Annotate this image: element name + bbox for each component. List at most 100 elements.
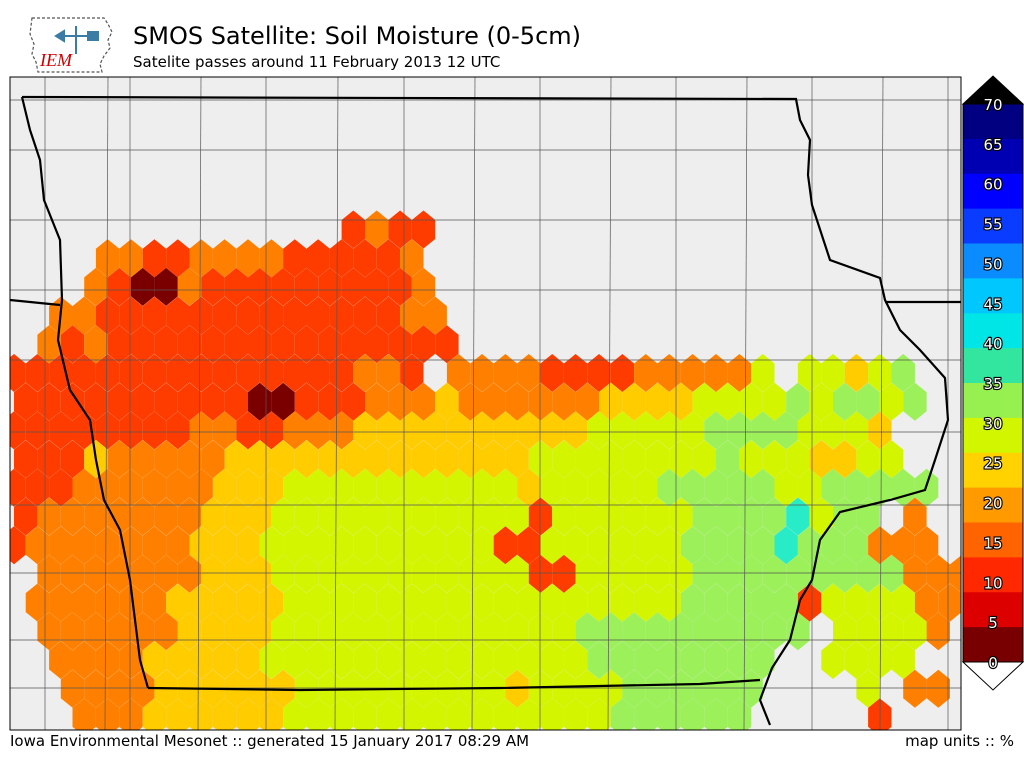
colorbar-tick-label: 55 [983,216,1002,234]
moisture-hex-cell [552,669,576,708]
moisture-hex-cell [294,325,319,364]
moisture-hex-cell [517,698,541,730]
moisture-hex-cell [470,698,494,730]
moisture-hex-cell [119,583,143,622]
moisture-hex-cell [95,296,120,335]
colorbar-tick-label: 10 [983,574,1002,592]
moisture-hex-cell [236,354,260,392]
state-boundary [20,96,150,689]
moisture-hex-cell [376,239,401,278]
moisture-hex-cell [177,497,202,536]
moisture-hex-cell [154,267,178,306]
moisture-hex-cell [704,468,728,507]
moisture-hex-cell [259,526,284,565]
moisture-hex-cell [704,411,728,450]
moisture-hex-cell [353,583,377,622]
moisture-hex-cell [95,239,120,278]
moisture-hex-cell [95,526,120,565]
moisture-hex-cell [482,382,506,421]
moisture-hex-cell [423,641,447,679]
colorbar-tick-label: 40 [983,335,1002,353]
moisture-hex-cell [446,698,471,730]
moisture-hex-cell [482,497,506,536]
moisture-hex-cell [388,612,412,651]
moisture-hex-cell [587,468,611,507]
moisture-hex-cell [891,526,915,565]
moisture-hex-cell [248,497,272,536]
moisture-hex-cell [914,526,939,565]
moisture-hex-cell [306,641,330,679]
moisture-hex-cell [224,382,248,421]
state-boundary [21,95,950,726]
moisture-hex-cell [353,468,377,507]
moisture-hex-cell [786,440,810,479]
moisture-hex-cell [283,468,307,507]
colorbar-bin [963,278,1023,314]
moisture-hex-cell [844,468,869,507]
moisture-hex-cell [634,411,658,450]
moisture-hex-cell [657,468,681,507]
moisture-hex-cell [107,440,131,479]
moisture-hex-cell [271,497,295,536]
moisture-hex-cell [283,354,307,392]
moisture-hex-cell [294,554,319,593]
moisture-hex-cell [458,497,482,536]
moisture-hex-cell [786,382,810,421]
moisture-hex-cell [774,468,798,507]
moisture-hex-cell [236,526,260,565]
moisture-hex-cell [353,296,377,335]
moisture-hex-cell [563,468,588,507]
moisture-hex-cell [283,296,307,335]
moisture-hex-cell [844,526,869,565]
moisture-hex-cell [72,468,96,507]
moisture-hex-cell [119,411,143,450]
moisture-hex-cell [914,583,939,622]
moisture-hex-cell [25,583,50,622]
moisture-hex-cell [423,296,447,335]
moisture-hex-cell [797,468,822,507]
moisture-hex-cell [716,440,740,479]
moisture-hex-cell [306,526,330,565]
moisture-hex-cell [528,382,553,421]
county-line [197,77,202,730]
moisture-hex-cell [37,325,61,364]
moisture-hex-cell [376,354,401,392]
moisture-hex-cell [540,468,564,507]
moisture-hex-cell [119,641,143,679]
moisture-hex-cell [154,497,178,536]
moisture-hex-cell [201,325,225,364]
moisture-hex-cell [400,296,424,335]
moisture-hex-cell [517,411,541,450]
moisture-hex-cell [938,583,961,622]
county-line [104,77,109,730]
colorbar-tick-label: 0 [988,654,998,672]
moisture-hex-cell [201,382,225,421]
colorbar-bin [963,348,1023,384]
moisture-hex-cell [622,554,646,593]
moisture-hex-cell [236,641,260,679]
moisture-hex-cell [131,440,155,479]
moisture-hex-cell [107,669,131,708]
moisture-hex-cell [341,497,365,536]
colorbar-bin [963,138,1023,175]
moisture-hex-cell [365,325,389,364]
moisture-hex-cell [435,440,459,479]
moisture-hex-cell [212,354,237,392]
moisture-hex-cell [60,325,85,364]
moisture-hex-cell [470,354,494,392]
moisture-hex-cell [575,669,599,708]
moisture-hex-cell [212,411,237,450]
moisture-hex-cell [692,554,716,593]
moisture-hex-cell [95,354,120,392]
moisture-hex-cell [856,612,880,651]
moisture-hex-cell [189,468,213,507]
moisture-hex-cell [329,698,354,730]
moisture-hex-cell [341,382,365,421]
moisture-hex-cell [60,497,85,536]
moisture-hex-cell [318,267,342,306]
moisture-hex-cell [236,239,260,278]
moisture-hex-cell [552,497,576,536]
moisture-hex-cell [388,497,412,536]
moisture-hex-cell [49,354,73,392]
moisture-hex-cell [680,411,705,450]
